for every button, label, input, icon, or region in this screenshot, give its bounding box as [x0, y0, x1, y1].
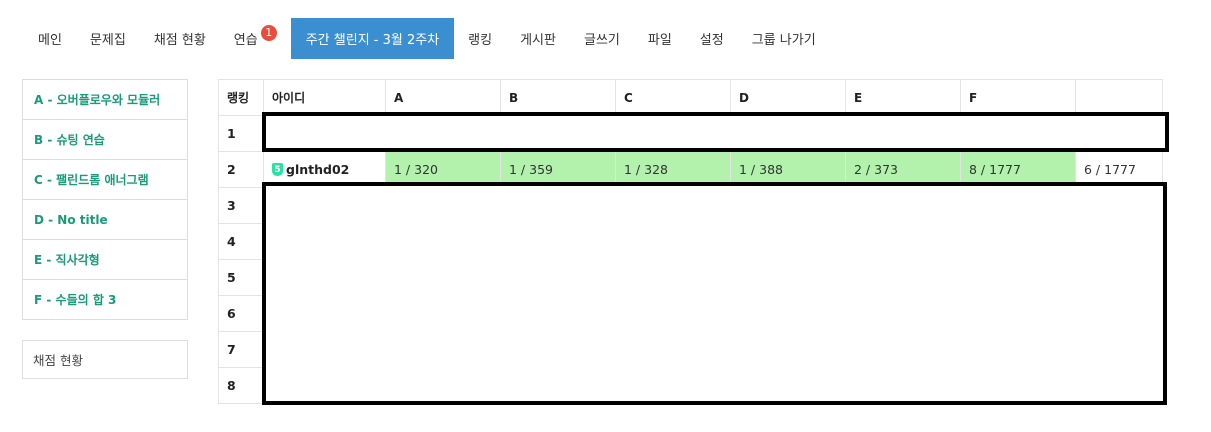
problem-link-c[interactable]: C - 팰린드롬 애너그램	[23, 159, 187, 199]
score-cell-a: 1 / 320	[385, 151, 501, 188]
header-problem-a[interactable]: A	[385, 79, 501, 116]
nav-settings[interactable]: 설정	[686, 18, 738, 59]
nav-ranking-label: 랭킹	[468, 33, 493, 48]
header-problem-e[interactable]: E	[845, 79, 961, 116]
nav-practice-label: 연습	[233, 33, 258, 48]
header-problem-d[interactable]: D	[730, 79, 846, 116]
nav-main-label: 메인	[38, 33, 62, 48]
nav-write-label: 글쓰기	[583, 33, 620, 48]
user-cell[interactable]: 5 glnthd02	[263, 151, 386, 188]
problem-link-d[interactable]: D - No title	[23, 199, 187, 239]
rank-cell: 7	[218, 331, 264, 368]
nav-settings-label: 설정	[699, 33, 724, 48]
problem-list: A - 오버플로우와 모듈러 B - 슈팅 연습 C - 팰린드롬 애너그램 D…	[22, 79, 188, 320]
score-cell-f: 8 / 1777	[960, 151, 1076, 188]
nav-board-label: 게시판	[520, 33, 556, 48]
score-cell-d: 1 / 388	[730, 151, 846, 188]
problem-link-e[interactable]: E - 직사각형	[23, 239, 187, 279]
practice-count-badge: 1	[260, 24, 277, 41]
header-total	[1075, 79, 1163, 116]
nav-files[interactable]: 파일	[634, 18, 686, 59]
nav-leave-group-label: 그룹 나가기	[751, 33, 816, 48]
tier-badge-icon: 5	[272, 163, 283, 176]
redaction-box-top	[262, 112, 1169, 152]
nav-practice[interactable]: 연습 1	[220, 18, 291, 59]
nav-leave-group[interactable]: 그룹 나가기	[738, 18, 830, 59]
table-header-row: 랭킹 아이디 A B C D E F	[218, 79, 1163, 116]
rank-cell: 8	[218, 367, 264, 404]
nav-weekly-challenge-label: 주간 챌린지 - 3월 2주차	[305, 33, 440, 48]
sidebar: A - 오버플로우와 모듈러 B - 슈팅 연습 C - 팰린드롬 애너그램 D…	[22, 79, 188, 379]
header-problem-c[interactable]: C	[615, 79, 731, 116]
top-nav: 메인 문제집 채점 현황 연습 1 주간 챌린지 - 3월 2주차 랭킹 게시판 …	[24, 18, 830, 59]
problem-link-f[interactable]: F - 수들의 합 3	[23, 279, 187, 319]
rank-cell: 4	[218, 223, 264, 260]
nav-files-label: 파일	[647, 33, 672, 48]
problem-link-b[interactable]: B - 슈팅 연습	[23, 119, 187, 159]
header-user: 아이디	[263, 79, 386, 116]
score-cell-c: 1 / 328	[615, 151, 731, 188]
rank-cell: 2	[218, 151, 264, 188]
problem-link-a[interactable]: A - 오버플로우와 모듈러	[34, 93, 161, 107]
nav-status[interactable]: 채점 현황	[140, 18, 220, 59]
score-cell-b: 1 / 359	[500, 151, 616, 188]
nav-ranking[interactable]: 랭킹	[454, 18, 506, 59]
rank-cell: 1	[218, 115, 264, 152]
user-id[interactable]: glnthd02	[286, 162, 350, 177]
status-link[interactable]: 채점 현황	[22, 340, 188, 379]
nav-weekly-challenge[interactable]: 주간 챌린지 - 3월 2주차	[290, 18, 455, 59]
nav-status-label: 채점 현황	[153, 33, 206, 48]
header-problem-b[interactable]: B	[500, 79, 616, 116]
redaction-box-bottom	[262, 182, 1167, 405]
rank-cell: 6	[218, 295, 264, 332]
header-problem-f[interactable]: F	[960, 79, 1076, 116]
nav-main[interactable]: 메인	[24, 18, 76, 59]
header-rank: 랭킹	[218, 79, 264, 116]
nav-board[interactable]: 게시판	[506, 18, 570, 59]
nav-problemsets-label: 문제집	[89, 33, 126, 48]
rank-cell: 5	[218, 259, 264, 296]
rank-cell: 3	[218, 187, 264, 224]
nav-write[interactable]: 글쓰기	[570, 18, 634, 59]
nav-problemsets[interactable]: 문제집	[76, 18, 140, 59]
